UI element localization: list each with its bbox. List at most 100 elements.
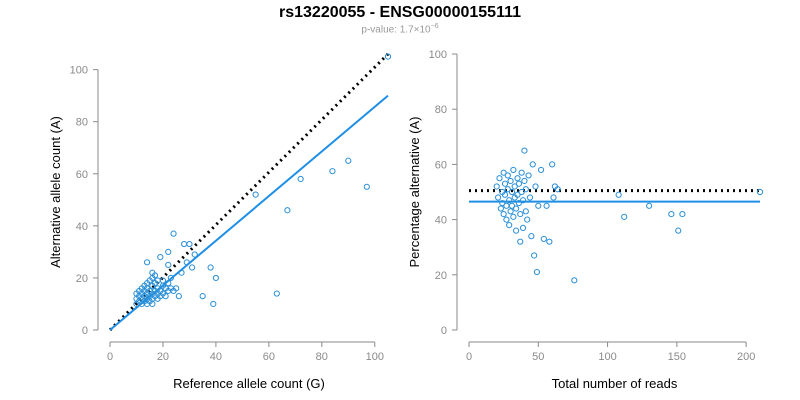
right-y-tick-label: 80	[435, 104, 447, 116]
left-data-point	[143, 259, 151, 266]
right-x-tick-label: 100	[598, 351, 616, 363]
right-data-point	[515, 180, 522, 187]
right-data-point	[518, 188, 525, 196]
right-data-point	[522, 186, 529, 193]
left-data-point	[186, 240, 193, 248]
right-data-point	[496, 175, 503, 182]
right-x-tick-label: 150	[668, 351, 686, 363]
left-data-point	[183, 259, 190, 266]
right-y-tick-label: 100	[429, 49, 447, 61]
left-y-tick-label: 60	[76, 169, 88, 181]
left-x-tick-label: 60	[263, 351, 275, 363]
left-data-point	[165, 261, 172, 269]
right-data-point	[529, 161, 536, 168]
right-data-point	[510, 213, 517, 220]
left-data-point	[273, 290, 280, 297]
right-data-point	[571, 277, 578, 284]
right-data-point	[540, 235, 547, 243]
right-data-point	[503, 216, 510, 223]
right-data-point	[531, 252, 538, 259]
left-data-point	[170, 230, 177, 237]
right-x-tick-label: 50	[532, 351, 544, 363]
left-y-tick-label: 80	[76, 117, 88, 129]
left-x-axis-label: Reference allele count (G)	[173, 376, 325, 391]
left-data-point	[157, 253, 164, 261]
right-data-point	[533, 268, 540, 276]
right-data-point	[500, 210, 507, 218]
right-data-point	[511, 183, 518, 190]
left-y-axis-label: Alternative allele count (A)	[48, 116, 63, 268]
left-x-tick-label: 0	[107, 351, 113, 363]
left-data-point	[181, 240, 188, 248]
right-data-point	[546, 238, 553, 245]
right-data-point	[504, 172, 511, 179]
left-data-point	[178, 269, 185, 276]
pvalue-exponent: −6	[430, 23, 439, 30]
left-data-point	[167, 274, 174, 282]
right-data-point	[668, 210, 675, 218]
left-x-tick-label: 80	[316, 351, 328, 363]
left-data-point	[165, 248, 172, 255]
left-data-point	[207, 264, 214, 271]
right-data-point	[522, 208, 529, 215]
right-data-point	[501, 180, 509, 187]
right-data-point	[521, 147, 528, 154]
left-data-point	[210, 300, 217, 308]
right-data-point	[510, 166, 517, 174]
right-data-point	[543, 202, 550, 209]
right-data-point	[507, 177, 514, 185]
left-data-point	[175, 293, 182, 300]
right-data-point	[508, 202, 516, 209]
right-data-point	[675, 227, 682, 234]
left-y-tick-label: 40	[76, 221, 88, 233]
left-y-tick-label: 0	[82, 325, 88, 337]
left-data-point	[151, 272, 159, 279]
left-data-point	[165, 280, 172, 287]
right-y-axis-label: Percentage alternative (A)	[407, 116, 422, 267]
right-data-point	[532, 183, 539, 190]
right-data-point	[515, 199, 522, 207]
right-data-point	[679, 210, 686, 218]
left-data-point	[199, 293, 206, 300]
right-data-point	[646, 202, 653, 209]
left-x-tick-label: 40	[210, 351, 222, 363]
right-data-point	[549, 161, 556, 168]
right-data-point	[514, 175, 521, 182]
right-data-point	[504, 186, 511, 193]
left-data-point	[297, 175, 304, 183]
left-data-point	[345, 157, 352, 164]
right-x-tick-label: 200	[737, 351, 755, 363]
left-data-point	[284, 207, 291, 214]
right-data-point	[518, 169, 525, 176]
percentage-alternative-scatter-plot: 0 50 100 150 200 0 20 40 60 80 100 Total number of …	[407, 49, 764, 391]
right-data-point	[525, 172, 532, 179]
left-data-point	[363, 183, 370, 190]
right-data-point	[513, 227, 520, 234]
chart-title: rs13220055 - ENSG00000155111	[279, 4, 521, 21]
pvalue-text: p-value: 1.7×10	[361, 24, 431, 36]
right-data-point	[506, 197, 513, 204]
left-data-point	[188, 264, 196, 271]
left-y-tick-label: 100	[70, 65, 88, 77]
right-y-tick-label: 60	[435, 159, 447, 171]
right-data-point	[554, 186, 561, 193]
left-y-tick-label: 20	[76, 273, 88, 285]
right-data-point	[507, 208, 514, 215]
right-data-point	[508, 188, 516, 196]
right-data-point	[499, 199, 506, 207]
right-y-tick-label: 20	[435, 270, 447, 282]
right-y-tick-label: 40	[435, 215, 447, 227]
allele-count-scatter-plot: 0 20 40 60 80 100 0 20 40 60 80 100 Reference allele…	[48, 52, 392, 391]
left-data-point	[252, 191, 259, 198]
right-data-point	[514, 191, 521, 198]
right-data-point	[495, 194, 502, 201]
left-data-point	[162, 293, 169, 300]
left-data-point	[191, 251, 198, 258]
left-x-tick-label: 20	[157, 351, 169, 363]
left-data-point	[329, 168, 336, 175]
right-data-point	[519, 224, 527, 231]
right-data-point	[528, 233, 535, 240]
right-y-tick-label: 0	[441, 325, 447, 337]
right-data-point	[756, 188, 764, 196]
right-data-point	[526, 194, 534, 201]
